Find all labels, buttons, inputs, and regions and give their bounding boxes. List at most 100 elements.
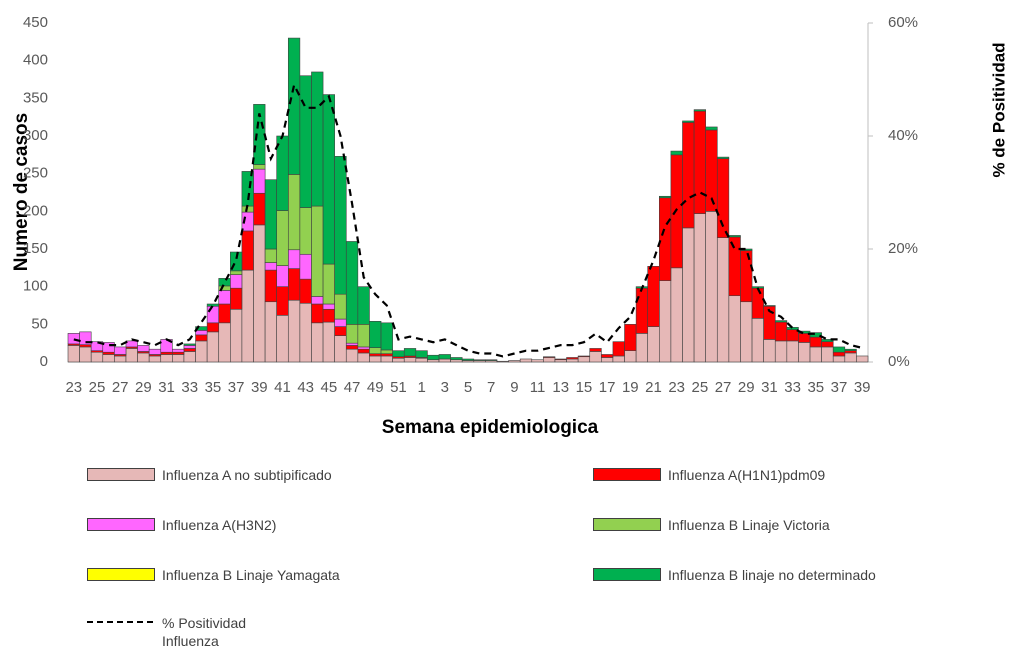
bar-segment: [856, 355, 869, 363]
legend-swatch: [87, 568, 155, 581]
bar-segment: [392, 350, 405, 358]
bar-segment: [137, 345, 150, 352]
bar-segment: [322, 308, 335, 323]
bar-segment: [276, 314, 289, 363]
y2-tick-label: 20%: [888, 240, 918, 257]
bar-segment: [832, 351, 846, 357]
bar-segment: [693, 109, 706, 112]
x-tick-label: 37: [228, 379, 245, 396]
bar-segment: [809, 346, 822, 363]
bar-segment: [79, 331, 92, 345]
bar-segment: [264, 269, 277, 303]
legend-swatch: [593, 518, 661, 531]
bar-segment: [403, 357, 417, 363]
bar-segment: [659, 195, 672, 199]
bar-segment: [299, 253, 312, 280]
bar-segment: [311, 71, 324, 207]
bar-segment: [276, 265, 289, 287]
x-tick-label: 23: [668, 379, 685, 396]
bar-segment: [543, 356, 556, 358]
bar-segment: [612, 355, 625, 363]
legend-label: Influenza A(H1N1)pdm09: [668, 467, 826, 483]
bar-segment: [427, 359, 440, 363]
x-tick-label: 9: [510, 379, 518, 396]
bar-segment: [253, 164, 266, 170]
bar-segment: [543, 357, 556, 363]
x-tick-label: 23: [65, 379, 82, 396]
bar-segment: [659, 280, 672, 363]
bar-segment: [102, 354, 115, 363]
bar-segment: [508, 360, 521, 363]
bar-segment: [403, 348, 417, 357]
legend-label: % Positividad Influenza: [162, 615, 247, 649]
x-tick-label: 5: [464, 379, 472, 396]
bar-segment: [125, 348, 138, 363]
bar-segment: [589, 348, 602, 352]
bar-segment: [299, 207, 312, 255]
bar-segment: [659, 197, 672, 281]
bar-segment: [345, 324, 359, 344]
bar-segment: [79, 344, 92, 348]
bar-segment: [172, 351, 185, 355]
bar-segment: [160, 354, 173, 363]
bar-segment: [531, 359, 544, 363]
bar-segment: [554, 359, 567, 363]
chart: Semana epidemiologica Numero de casos % …: [11, 14, 1008, 438]
bar-segment: [601, 354, 614, 358]
bar-segment: [114, 355, 127, 363]
bar-segment: [345, 348, 359, 363]
x-tick-label: 39: [251, 379, 268, 396]
bar-segment: [693, 213, 706, 363]
bar-segment: [624, 350, 637, 363]
bar-segment: [357, 286, 370, 325]
bar-segment: [740, 250, 753, 303]
bar-segment: [380, 349, 393, 355]
legend-label: Influenza B Linaje Yamagata: [162, 567, 340, 583]
bar-segment: [206, 331, 220, 363]
bar-segment: [241, 269, 254, 363]
bar-segment: [160, 351, 173, 355]
bar-segment: [612, 341, 625, 357]
x-tick-label: 27: [715, 379, 732, 396]
x-tick-label: 41: [274, 379, 291, 396]
x-tick-label: 7: [487, 379, 495, 396]
bar-segment: [705, 211, 718, 363]
bar-segment: [253, 192, 266, 226]
bar-segment: [241, 171, 254, 207]
bar-segment: [102, 342, 115, 353]
bar-segment: [264, 262, 277, 271]
bar-segment: [670, 150, 683, 156]
bar-segment: [334, 318, 347, 327]
bar-segment: [566, 358, 579, 363]
bar-segment: [601, 357, 614, 363]
bar-segment: [345, 345, 359, 350]
bar-segment: [647, 266, 660, 327]
legend-label: Influenza A no subtipificado: [162, 467, 332, 483]
bar-segment: [751, 287, 764, 319]
y-tick-label: 450: [23, 14, 48, 31]
x-tick-label: 21: [645, 379, 662, 396]
bar-segment: [253, 224, 266, 363]
x-tick-label: 15: [576, 379, 593, 396]
bar-segment: [253, 168, 266, 194]
x-tick-label: 19: [622, 379, 639, 396]
bar-segment: [241, 230, 254, 271]
x-tick-label: 31: [761, 379, 778, 396]
bar-segment: [183, 345, 196, 349]
legend-swatch: [593, 468, 661, 481]
bar-segment: [693, 110, 706, 214]
bar-segment: [195, 326, 208, 331]
y2-tick-label: 40%: [888, 127, 918, 144]
bar-segment: [230, 270, 243, 275]
legend-label: Influenza B Linaje Victoria: [668, 517, 830, 533]
bar-segment: [566, 357, 579, 360]
y2-axis-title: % de Positividad: [989, 42, 1008, 177]
bar-segment: [264, 301, 277, 363]
bar-segment: [670, 267, 683, 363]
bar-segment: [148, 355, 162, 363]
bar-segment: [450, 357, 463, 361]
x-tick-label: 29: [135, 379, 152, 396]
bar-segment: [716, 156, 730, 159]
bar-segment: [798, 342, 811, 363]
bar-segment: [821, 346, 834, 363]
